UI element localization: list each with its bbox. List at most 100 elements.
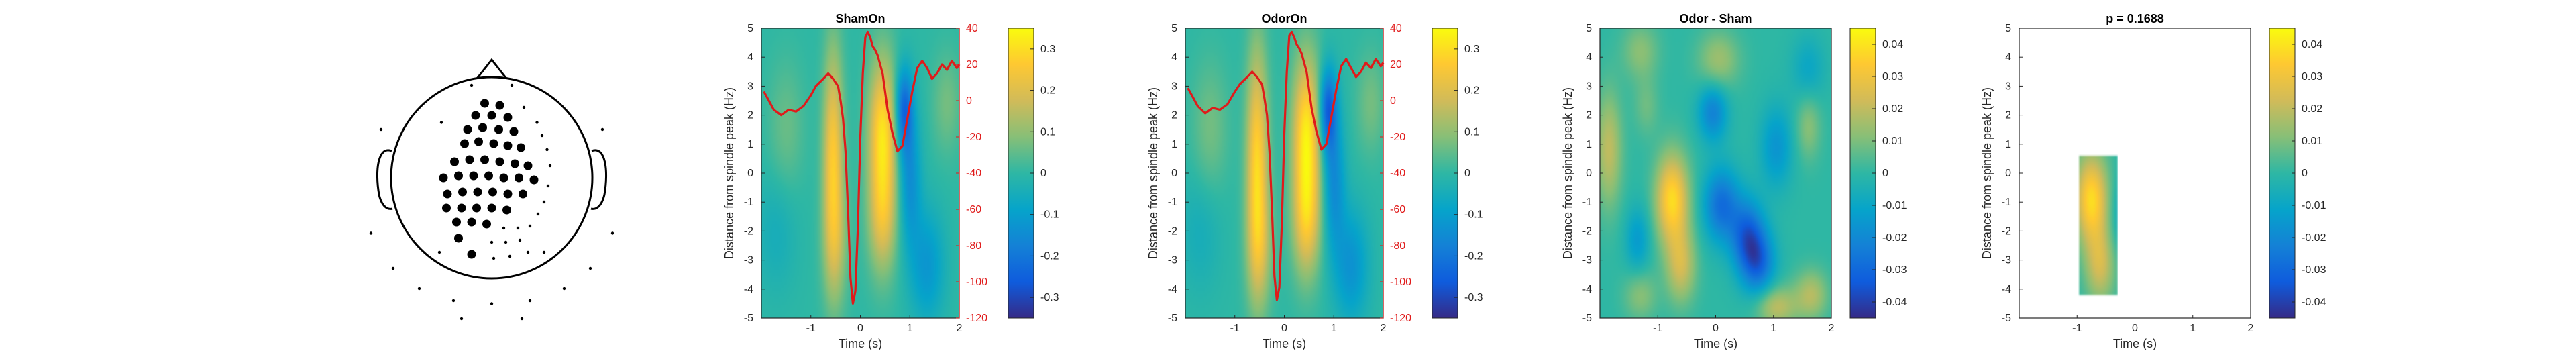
electrode-large xyxy=(472,203,481,213)
colorbar xyxy=(1008,28,1034,318)
colorbar-tick-label: -0.02 xyxy=(2302,232,2326,244)
head-outline xyxy=(390,76,594,280)
y-tick-label: -1 xyxy=(1168,197,1177,208)
electrode-small xyxy=(490,302,494,305)
colorbar-tick-label: -0.01 xyxy=(2302,200,2326,211)
y-tick-label: 0 xyxy=(1171,168,1177,179)
y-tick-label: -5 xyxy=(1168,313,1177,324)
electrode-large xyxy=(457,203,466,213)
erp-tick-label: -60 xyxy=(1390,204,1405,215)
electrode-small xyxy=(520,317,524,321)
colorbar-tick-label: 0.02 xyxy=(2302,103,2322,115)
electrode-large xyxy=(480,99,489,108)
colorbar-tick-label: 0.3 xyxy=(1040,44,1055,55)
electrode-large xyxy=(480,155,489,164)
electrode-small xyxy=(510,83,514,87)
y-tick-label: -3 xyxy=(744,255,753,266)
heatmap-image xyxy=(2019,28,2251,318)
erp-tick-label: -120 xyxy=(966,313,987,324)
x-tick-label: -1 xyxy=(806,323,816,334)
electrode-small xyxy=(545,148,549,152)
y-tick-label: -2 xyxy=(2002,225,2011,237)
y-tick-label: -2 xyxy=(744,225,753,237)
electrode-small xyxy=(502,226,506,230)
erp-tick-label: 0 xyxy=(1390,95,1396,107)
colorbar-tick-label: 0 xyxy=(1882,168,1888,179)
colorbar-tick-label: 0.1 xyxy=(1464,126,1479,138)
y-tick-label: -1 xyxy=(744,197,753,208)
electrode-large xyxy=(467,217,476,227)
electrode-large xyxy=(482,219,491,229)
electrode-small xyxy=(516,226,520,230)
erp-tick-label: -100 xyxy=(966,276,987,288)
panel-3: Odor - Sham -1 0 1 2 Time (s) -5 -4 -3 -2 -1 0 1 2 3 4 5… xyxy=(1561,12,1907,350)
electrode-large xyxy=(439,173,448,183)
colorbar-tick-label: -0.04 xyxy=(1882,297,1907,308)
y-tick-label: 4 xyxy=(1171,52,1177,63)
electrode-large xyxy=(450,157,459,166)
heatmap-image xyxy=(1600,28,1831,318)
electrode-small xyxy=(518,238,522,242)
colorbar-tick-label: 0 xyxy=(1040,168,1046,179)
electrode-small xyxy=(536,212,540,216)
electrode-small xyxy=(490,240,494,244)
electrode-large xyxy=(474,137,483,146)
y-tick-label: 0 xyxy=(2005,168,2011,179)
electrode-large xyxy=(443,189,452,199)
y-tick-label: 2 xyxy=(2005,110,2011,121)
electrode-large xyxy=(473,187,482,197)
electrode-large xyxy=(463,125,472,134)
electrode-small xyxy=(526,250,530,254)
panel-title: p = 0.1688 xyxy=(2106,12,2164,25)
erp-tick-label: -60 xyxy=(966,204,981,215)
y-tick-label: -4 xyxy=(1168,284,1177,295)
colorbar-tick-label: 0 xyxy=(1464,168,1470,179)
electrode-small xyxy=(460,317,464,321)
y-tick-label: 3 xyxy=(2005,81,2011,92)
y-tick-label: 5 xyxy=(747,23,753,34)
y-tick-label: -3 xyxy=(1582,255,1592,266)
left-ear-outline xyxy=(376,149,393,210)
electrode-large xyxy=(467,250,476,259)
panel-title: Odor - Sham xyxy=(1679,12,1752,25)
electrode-large xyxy=(452,217,461,227)
y-tick-label: 2 xyxy=(1586,110,1592,121)
colorbar xyxy=(2269,28,2295,318)
erp-tick-label: -120 xyxy=(1390,313,1411,324)
y-tick-label: -5 xyxy=(744,313,753,324)
erp-tick-label: -20 xyxy=(1390,132,1405,143)
colorbar-tick-label: 0.04 xyxy=(2302,39,2322,50)
colorbar-tick-label: -0.3 xyxy=(1040,292,1059,303)
colorbar-tick-label: -0.03 xyxy=(1882,264,1907,276)
electrode-large xyxy=(495,157,504,166)
electrode-large xyxy=(519,189,527,199)
y-tick-label: 3 xyxy=(1586,81,1592,92)
colorbar-tick-label: 0.02 xyxy=(1882,103,1903,115)
y-tick-label: 4 xyxy=(1586,52,1592,63)
erp-tick-label: 40 xyxy=(966,23,978,34)
panel-1: ShamOn -1 0 1 2 Time (s) -5 -4 -3 -2 -1 0 1 2 3 4 5 Dista… xyxy=(722,12,1059,350)
y-tick-label: 1 xyxy=(2005,139,2011,150)
colorbar-tick-label: 0.04 xyxy=(1882,39,1903,50)
erp-tick-label: -40 xyxy=(966,168,981,179)
nose-outline xyxy=(476,58,508,79)
y-tick-label: 4 xyxy=(2005,52,2011,63)
electrode-large xyxy=(515,173,523,183)
y-tick-label: -4 xyxy=(2002,284,2011,295)
electrode-small xyxy=(451,299,455,303)
electrode-large xyxy=(529,175,539,185)
y-tick-label: 4 xyxy=(747,52,753,63)
right-ear-outline xyxy=(590,149,608,210)
electrode-small xyxy=(540,134,544,138)
electrode-large xyxy=(458,187,467,197)
erp-tick-label: -100 xyxy=(1390,276,1411,288)
electrode-small xyxy=(535,121,539,124)
erp-tick-label: 20 xyxy=(1390,59,1402,70)
x-axis-label: Time (s) xyxy=(1263,337,1306,350)
y-tick-label: 5 xyxy=(1171,23,1177,34)
y-tick-label: 1 xyxy=(1171,139,1177,150)
electrode-small xyxy=(417,287,421,291)
colorbar-tick-label: 0.01 xyxy=(1882,136,1903,147)
electrode-small xyxy=(508,254,512,258)
